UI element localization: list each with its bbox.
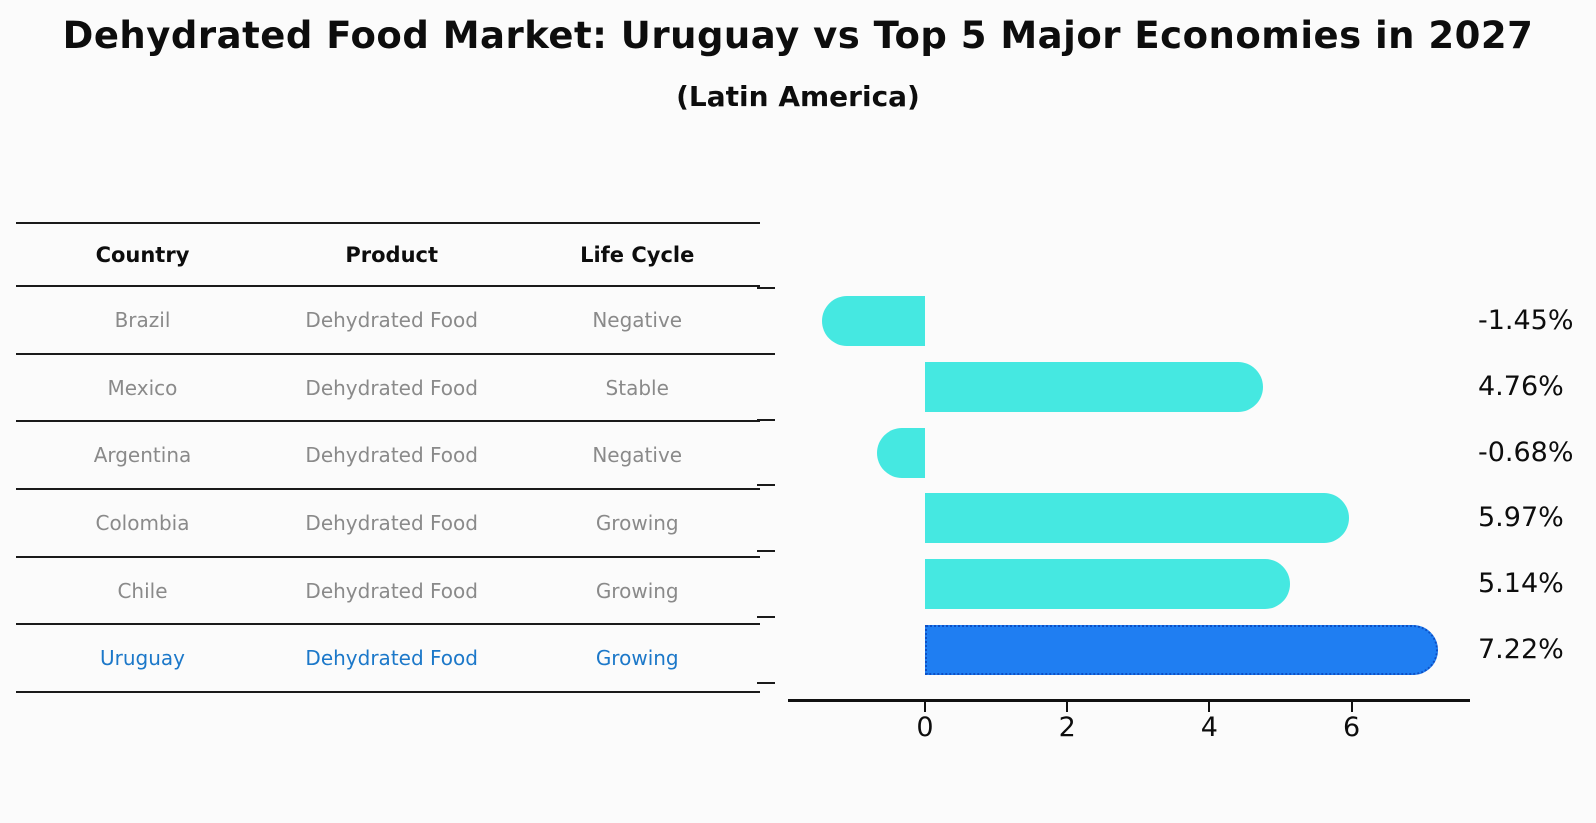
x-axis-tick [1208, 702, 1211, 712]
column-header-product: Product [345, 242, 439, 267]
bar-value-label: 7.22% [1478, 634, 1564, 666]
column-header-country: Country [95, 242, 190, 267]
table-cell-product: Dehydrated Food [305, 307, 478, 332]
y-axis-tick [757, 681, 775, 684]
bar-chile [925, 559, 1291, 610]
bar-value-label: 5.14% [1478, 568, 1564, 600]
table-cell-country: Uruguay [99, 646, 185, 671]
table-cell-country: Chile [117, 578, 168, 603]
table-cell-product: Dehydrated Food [305, 510, 478, 535]
table-cell-country: Argentina [93, 443, 192, 468]
table-cell-country: Mexico [107, 375, 178, 400]
x-axis-tick [924, 702, 926, 712]
table-cell-life-cycle: Growing [595, 646, 679, 671]
x-axis-tick-label: 2 [1058, 712, 1076, 743]
table-row: Colombia Dehydrated Food Growing [16, 488, 760, 556]
y-axis-tick [757, 550, 775, 553]
table-cell-life-cycle: Negative [592, 307, 683, 332]
x-axis-tick [1350, 702, 1353, 712]
bar-argentina [876, 427, 925, 478]
y-axis-tick [757, 352, 775, 355]
table-row: Mexico Dehydrated Food Stable [16, 352, 760, 421]
table-cell-life-cycle: Growing [595, 510, 679, 535]
table-cell-product: Dehydrated Food [305, 443, 478, 468]
table-cell-country: Colombia [95, 510, 190, 535]
table-row: Brazil Dehydrated Food Negative [16, 285, 760, 353]
table-cell-life-cycle: Growing [595, 578, 679, 603]
y-axis-tick [757, 616, 775, 619]
page-title: Dehydrated Food Market: Uruguay vs Top 5… [62, 14, 1534, 57]
table-header-row: Country Product Life Cycle [16, 222, 760, 285]
table-row: Argentina Dehydrated Food Negative [16, 420, 760, 488]
bar-value-label: 4.76% [1478, 370, 1564, 402]
bar-colombia [925, 493, 1350, 544]
x-axis-line [788, 699, 1470, 702]
table-cell-product: Dehydrated Food [305, 578, 478, 603]
table-row: Chile Dehydrated Food Growing [16, 555, 760, 624]
table-cell-country: Brazil [114, 307, 171, 332]
x-axis-tick-label: 4 [1200, 712, 1218, 743]
comparison-table: Country Product Life Cycle Brazil Dehydra… [16, 222, 760, 694]
table-body: Brazil Dehydrated Food Negative Mexico Dehyd… [16, 285, 760, 691]
table-cell-life-cycle: Negative [592, 443, 683, 468]
x-axis-tick [1066, 702, 1069, 712]
x-axis-tick-label: 6 [1343, 712, 1361, 743]
bar-value-label: 5.97% [1478, 502, 1564, 534]
bar-value-label: -0.68% [1478, 436, 1574, 468]
y-axis-tick [757, 484, 775, 487]
bar-mexico [925, 361, 1264, 412]
table-row: Uruguay Dehydrated Food Growing [16, 623, 760, 691]
page-subtitle: (Latin America) [676, 80, 920, 113]
column-header-life-cycle: Life Cycle [580, 242, 695, 267]
x-axis-tick-label: 0 [916, 712, 934, 743]
bar-uruguay [925, 625, 1439, 676]
bar-brazil [821, 296, 925, 346]
table-cell-life-cycle: Stable [605, 375, 669, 400]
y-axis-tick [757, 287, 775, 289]
table-cell-product: Dehydrated Food [305, 375, 478, 400]
table-cell-product: Dehydrated Food [305, 646, 478, 671]
y-axis-tick [757, 418, 775, 421]
bar-value-label: -1.45% [1478, 305, 1574, 336]
